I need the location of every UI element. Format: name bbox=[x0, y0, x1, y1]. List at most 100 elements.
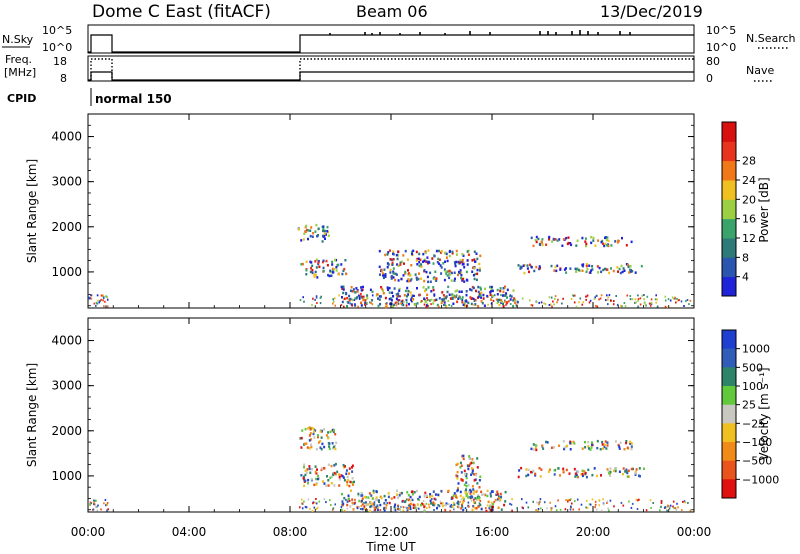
echo-cell bbox=[390, 275, 393, 278]
echo-cell bbox=[440, 301, 443, 305]
echo-cell bbox=[450, 503, 453, 506]
echo-cell bbox=[324, 237, 326, 240]
echo-cell bbox=[452, 507, 455, 510]
echo-cell bbox=[523, 271, 526, 275]
echo-cell bbox=[392, 267, 395, 270]
echo-cell bbox=[454, 277, 456, 281]
echo-cell bbox=[586, 506, 589, 509]
echo-cell bbox=[313, 436, 316, 439]
echo-cell bbox=[311, 510, 314, 512]
echo-cell bbox=[375, 506, 378, 509]
echo-cell bbox=[649, 304, 652, 307]
echo-cell bbox=[519, 265, 522, 268]
echo-cell bbox=[541, 243, 544, 247]
echo-cell bbox=[462, 454, 465, 458]
echo-cell bbox=[535, 448, 538, 452]
echo-cell bbox=[664, 506, 667, 508]
echo-cell bbox=[474, 272, 477, 276]
echo-cell bbox=[649, 499, 652, 502]
echo-cell bbox=[417, 257, 420, 260]
echo-cell bbox=[320, 436, 323, 439]
echo-cell bbox=[455, 463, 458, 466]
echo-cell bbox=[364, 507, 366, 510]
echo-cell bbox=[338, 478, 341, 481]
echo-cell bbox=[579, 297, 582, 300]
echo-cell bbox=[309, 234, 312, 238]
echo-cell bbox=[429, 495, 431, 499]
echo-cell bbox=[351, 501, 354, 505]
echo-cell bbox=[314, 429, 317, 432]
echo-cell bbox=[539, 243, 542, 246]
echo-cell bbox=[390, 258, 393, 262]
echo-cell bbox=[473, 304, 475, 306]
echo-cell bbox=[340, 285, 343, 289]
echo-cell bbox=[559, 474, 561, 477]
echo-cell bbox=[607, 244, 610, 248]
echo-cell bbox=[479, 294, 482, 297]
echo-cell bbox=[440, 502, 442, 505]
echo-cell bbox=[455, 294, 458, 297]
echo-cell bbox=[360, 289, 363, 292]
echo-cell bbox=[300, 436, 303, 440]
echo-cell bbox=[486, 494, 489, 498]
echo-cell bbox=[300, 239, 303, 242]
echo-cell bbox=[629, 295, 632, 297]
echo-cell bbox=[429, 280, 432, 283]
echo-cell bbox=[315, 266, 318, 269]
echo-cell bbox=[457, 487, 459, 490]
echo-cell bbox=[627, 469, 630, 472]
echo-cell bbox=[96, 509, 99, 512]
echo-cell bbox=[599, 448, 602, 451]
echo-cell bbox=[406, 509, 409, 512]
echo-cell bbox=[589, 503, 592, 506]
echo-cell bbox=[377, 304, 380, 308]
echo-cell bbox=[397, 250, 400, 253]
echo-cell bbox=[346, 304, 348, 308]
echo-cell bbox=[461, 260, 464, 264]
echo-cell bbox=[377, 506, 379, 509]
echo-cell bbox=[324, 229, 326, 233]
echo-cell bbox=[354, 501, 356, 504]
echo-cell bbox=[635, 468, 638, 471]
echo-cell bbox=[411, 498, 414, 502]
echo-cell bbox=[607, 298, 609, 301]
echo-cell bbox=[465, 481, 468, 484]
echo-cell bbox=[625, 244, 628, 247]
echo-cell bbox=[370, 505, 373, 508]
echo-cell bbox=[349, 289, 352, 293]
echo-cell bbox=[380, 295, 382, 298]
echo-cell bbox=[499, 492, 502, 496]
echo-cell bbox=[554, 295, 557, 298]
echo-cell bbox=[532, 448, 535, 451]
echo-cell bbox=[356, 507, 359, 510]
colorbar-tick-label: 500 bbox=[742, 361, 763, 374]
echo-cell bbox=[667, 298, 670, 301]
echo-cell bbox=[470, 467, 473, 470]
echo-cell bbox=[554, 505, 557, 508]
echo-cell bbox=[489, 495, 492, 498]
echo-cell bbox=[322, 259, 325, 262]
echo-cell bbox=[618, 447, 621, 450]
echo-cell bbox=[445, 256, 448, 259]
echo-cell bbox=[467, 501, 470, 504]
nsearch-tick-top: 10^5 bbox=[706, 24, 736, 37]
echo-cell bbox=[553, 303, 555, 306]
echo-cell bbox=[478, 296, 480, 298]
echo-cell bbox=[444, 260, 446, 263]
echo-cell bbox=[379, 509, 382, 511]
colorbar-swatch bbox=[722, 423, 736, 443]
echo-cell bbox=[318, 500, 321, 503]
echo-cell bbox=[378, 295, 381, 298]
echo-cell bbox=[310, 443, 312, 447]
echo-cell bbox=[438, 262, 441, 265]
echo-cell bbox=[683, 305, 685, 307]
echo-cell bbox=[499, 287, 502, 290]
echo-cell bbox=[302, 238, 305, 241]
echo-cell bbox=[384, 499, 387, 502]
echo-cell bbox=[418, 260, 421, 264]
echo-cell bbox=[625, 441, 628, 445]
echo-cell bbox=[481, 302, 484, 305]
echo-cell bbox=[512, 304, 515, 308]
echo-cell bbox=[663, 506, 666, 509]
echo-cell bbox=[568, 472, 571, 475]
